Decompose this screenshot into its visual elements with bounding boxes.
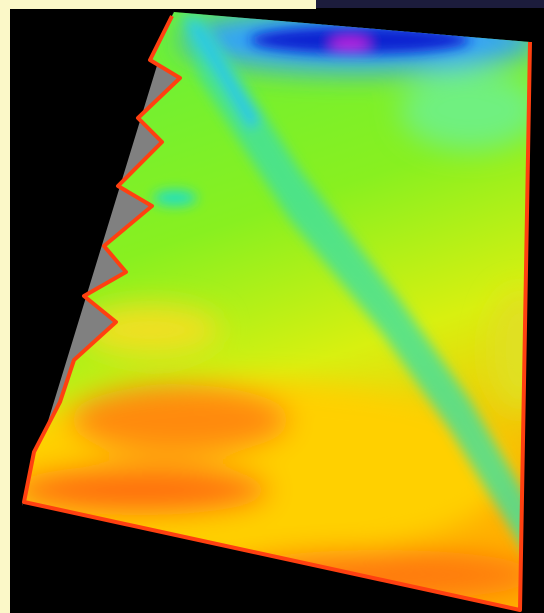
left-frame [0, 0, 10, 613]
top-right-frame [316, 0, 544, 8]
top-frame [0, 0, 316, 9]
edge [22, 15, 532, 612]
gray-region [22, 10, 180, 506]
